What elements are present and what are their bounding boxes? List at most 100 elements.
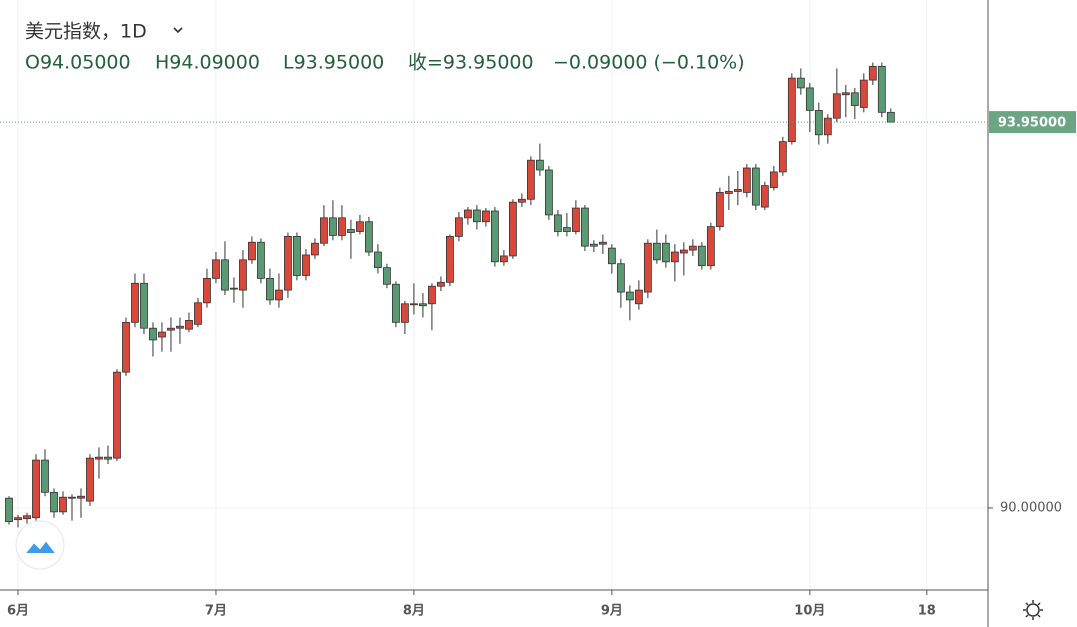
candle-body — [482, 210, 490, 223]
candle-body — [796, 77, 805, 89]
candle-body — [589, 243, 598, 247]
logo — [15, 520, 65, 570]
candle-body — [383, 267, 391, 285]
candle-body — [302, 254, 310, 276]
candle-body — [185, 319, 193, 330]
candle-body — [886, 111, 895, 123]
x-tick-label: 7月 — [205, 604, 227, 619]
candle-body — [697, 245, 706, 267]
plot-area — [5, 62, 895, 528]
candle-body — [499, 255, 508, 263]
candle-body — [419, 303, 427, 307]
candle-body — [338, 217, 346, 236]
candle-body — [544, 169, 553, 216]
candle-body — [68, 496, 76, 499]
candle-body — [832, 93, 841, 119]
candle-body — [5, 497, 13, 523]
ohlc-label: O94.05000 — [25, 52, 131, 74]
candle-body — [634, 289, 643, 305]
candle-body — [401, 303, 409, 323]
candle-body — [392, 283, 400, 323]
candle-body — [23, 515, 31, 520]
candle-body — [490, 210, 499, 263]
candle-body — [805, 87, 814, 111]
candle-body — [535, 159, 544, 171]
candle-body — [652, 242, 661, 261]
candle-body — [284, 235, 292, 291]
ohlc-label: L93.95000 — [283, 52, 384, 74]
candle-body — [41, 459, 49, 493]
candle-body — [724, 191, 733, 194]
candle-body — [176, 325, 184, 329]
candle-body — [508, 201, 517, 257]
candle-body — [221, 259, 229, 291]
candle-body — [50, 491, 58, 513]
candle-body — [248, 241, 256, 261]
candle-body — [149, 327, 157, 341]
candle-body — [59, 496, 67, 513]
candle-body — [850, 92, 859, 106]
candle-body — [14, 517, 22, 521]
last-price-label: 93.95000 — [998, 116, 1066, 131]
candle-body — [580, 207, 589, 247]
candle-body — [77, 495, 85, 499]
candle-body — [526, 159, 535, 200]
candle-body — [374, 251, 382, 269]
candle-body — [203, 277, 211, 304]
candle-body — [266, 277, 274, 301]
candle-body — [32, 459, 40, 519]
candle-body — [706, 226, 715, 267]
candle-body — [661, 242, 670, 263]
candle-body — [86, 457, 94, 502]
candle-body — [311, 242, 319, 256]
candle-body — [212, 259, 220, 279]
candle-body — [464, 209, 472, 219]
candle-body — [598, 241, 607, 245]
x-tick-label: 8月 — [403, 604, 425, 619]
candle-body — [769, 171, 778, 188]
candle-body — [104, 456, 112, 460]
candle-body — [670, 251, 679, 263]
candle-body — [365, 221, 373, 253]
candle-body — [571, 207, 580, 232]
candle-body — [95, 456, 103, 460]
candle-body — [715, 192, 724, 228]
candle-body — [823, 117, 832, 136]
candle-body — [131, 282, 139, 323]
candle-body — [688, 245, 697, 251]
last-price-badge — [989, 111, 1076, 134]
candle-body — [320, 217, 328, 244]
candle-body — [553, 214, 562, 232]
ohlc-label: H94.09000 — [155, 52, 260, 74]
candle-body — [455, 217, 463, 237]
candle-body — [140, 282, 148, 329]
x-tick-label: 18 — [918, 604, 936, 619]
candle-body — [859, 79, 868, 108]
candle-body — [841, 92, 850, 96]
x-tick-label: 6月 — [7, 604, 29, 619]
candle-body — [239, 259, 247, 291]
candle-body — [643, 242, 652, 293]
x-tick-label: 10月 — [794, 604, 825, 619]
candle-body — [410, 303, 418, 306]
candle-body — [760, 185, 769, 208]
candle-body — [877, 66, 886, 113]
candle-body — [122, 321, 130, 373]
candle-body — [473, 209, 481, 223]
candle-body — [158, 331, 166, 338]
candle-body — [778, 141, 787, 173]
candle-body — [230, 287, 238, 290]
candle-body — [257, 241, 265, 279]
settings-icon[interactable] — [1023, 600, 1043, 620]
candle-body — [607, 247, 616, 265]
candle-body — [356, 221, 364, 232]
dropdown-icon[interactable] — [173, 27, 183, 34]
candle-body — [275, 289, 283, 301]
candle-body — [616, 263, 625, 293]
ohlc-label: −0.09000 (−0.10%) — [553, 52, 745, 74]
ohlc-label: 收=93.95000 — [408, 52, 534, 74]
candle-body — [194, 302, 202, 325]
candle-body — [437, 281, 445, 287]
